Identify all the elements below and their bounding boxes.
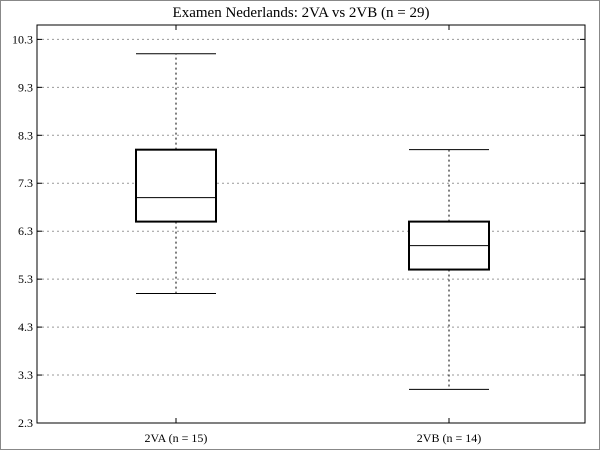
box-group xyxy=(408,149,490,390)
x-tick-label: 2VB (n = 14) xyxy=(417,431,481,445)
y-tick-label: 7.3 xyxy=(18,176,33,190)
axes: 2.3 3.3 4.3 5.3 6.3 7.3 8.3 9.3 10.3 2VA (n = 15)… xyxy=(12,25,585,445)
y-tick-label: 10.3 xyxy=(12,32,33,46)
chart-title: Examen Nederlands: 2VA vs 2VB (n = 29) xyxy=(172,5,430,21)
gridlines xyxy=(37,38,585,424)
boxes xyxy=(135,53,490,390)
y-tick-label: 2.3 xyxy=(18,416,33,430)
y-tick-label: 3.3 xyxy=(18,368,33,382)
y-tick-label: 6.3 xyxy=(18,224,33,238)
y-tick-label: 9.3 xyxy=(18,80,33,94)
y-tick-label: 4.3 xyxy=(18,320,33,334)
x-tick-label: 2VA (n = 15) xyxy=(145,431,208,445)
y-tick-label: 8.3 xyxy=(18,128,33,142)
y-tick-label: 5.3 xyxy=(18,272,33,286)
iqr-box xyxy=(135,148,217,223)
plot-area xyxy=(36,24,586,424)
box-group xyxy=(135,53,217,295)
